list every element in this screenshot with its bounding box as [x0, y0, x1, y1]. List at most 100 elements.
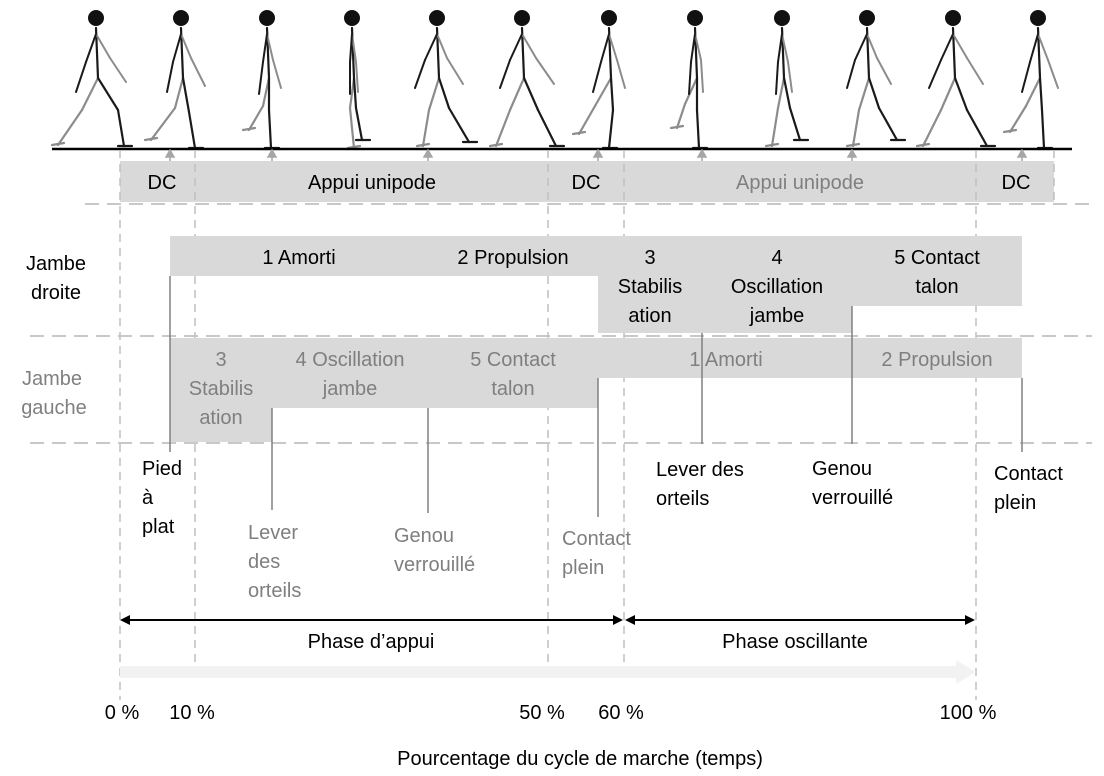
figure-leg: [421, 108, 431, 148]
figure-foot: [845, 142, 861, 148]
figure-foot: [415, 142, 431, 148]
figure-head: [774, 10, 790, 26]
figure-arm: [436, 33, 448, 59]
oscillante-arrow-right-head: [965, 615, 975, 625]
figure-arm: [781, 33, 789, 63]
pied-plat-label-2: à: [142, 487, 154, 509]
figure-arm: [876, 57, 892, 85]
right-oscillation-label-2: Oscillation: [731, 276, 823, 298]
genou-left-label-2: verrouillé: [394, 554, 475, 576]
figure-arm: [1037, 33, 1049, 61]
appui-box-2: [624, 161, 976, 202]
left-stabilisation-label-2: Stabilis: [189, 378, 253, 400]
figure-leg: [921, 108, 943, 148]
right-stabilisation-label-3: ation: [628, 305, 671, 327]
figure-leg: [965, 108, 989, 148]
figure-leg: [607, 108, 615, 150]
figure-arm: [700, 59, 704, 93]
lever-right-label-2: orteils: [656, 488, 709, 510]
figure-leg: [348, 106, 356, 150]
lever-right-label-1: Lever des: [656, 459, 744, 481]
left-leg-label-1: Jambe: [22, 368, 82, 390]
genou-left-label-1: Genou: [394, 525, 454, 547]
figure-leg: [1040, 108, 1046, 150]
figure-arm: [414, 59, 426, 89]
figure-leg: [522, 76, 540, 112]
right-stabilisation-label-2: Stabilis: [618, 276, 682, 298]
contact-left-label-1: Contact: [562, 528, 631, 550]
figure-arm: [349, 33, 353, 63]
figure-head: [173, 10, 189, 26]
figure-leg: [187, 110, 197, 150]
figure-foot: [669, 124, 685, 130]
tick-10: 10 %: [169, 702, 215, 724]
right-stabilisation-box: [598, 236, 702, 333]
right-oscillation-box: [702, 236, 852, 333]
figure-leg: [437, 76, 451, 110]
figure-leg: [776, 76, 786, 110]
appui-arrow-right-head: [613, 615, 623, 625]
figure-arm: [940, 33, 954, 61]
contact-right-label-1: Contact: [994, 463, 1063, 485]
figure-arm: [688, 61, 692, 95]
left-propulsion-label: 2 Propulsion: [881, 349, 992, 371]
axis-ticks: 0 % 10 % 50 % 60 % 100 %: [105, 702, 997, 724]
figure-arm: [424, 33, 438, 61]
contact-left-label-2: plein: [562, 557, 604, 579]
figure-leg: [877, 106, 899, 142]
figure-leg: [683, 76, 699, 106]
right-leg-row: Jambe droite 1 Amorti 2 Propulsion 3 Sta…: [26, 236, 1022, 333]
figure-foot: [488, 142, 504, 148]
left-oscillation-label-1: 4 Oscillation: [296, 349, 405, 371]
figure-leg: [1008, 104, 1028, 134]
figure-head: [88, 10, 104, 26]
figure-leg: [770, 106, 780, 148]
right-stabilisation-label-1: 3: [644, 247, 655, 269]
figure-arm: [95, 33, 111, 59]
oscillante-arrow-left-head: [625, 615, 635, 625]
right-leg-label-1: Jambe: [26, 253, 86, 275]
figure-leg: [867, 76, 881, 110]
right-amorti-label: 1 Amorti: [262, 247, 335, 269]
figure-leg: [181, 76, 191, 114]
left-oscillation-box: [272, 338, 428, 408]
figure-head: [687, 10, 703, 26]
event-labels: Pied à plat Lever des orteils Genou verr…: [142, 458, 1063, 602]
axis-title: Pourcentage du cycle de marche (temps): [397, 748, 763, 770]
figure-leg: [56, 108, 84, 147]
figure-arm: [1021, 61, 1031, 93]
dc-box-1: [120, 161, 195, 202]
left-contact-box: [428, 338, 598, 408]
appui-label-1: Appui unipode: [308, 172, 436, 194]
figure-leg: [1038, 76, 1044, 112]
left-leg-row: Jambe gauche 3 Stabilis ation 4 Oscillat…: [21, 338, 1022, 442]
figure-arm: [109, 57, 127, 83]
figure-arm: [166, 61, 174, 93]
figure-foot: [241, 126, 257, 132]
figure-arm: [190, 57, 206, 87]
figure-arm: [355, 61, 359, 93]
figure-arm: [85, 33, 97, 63]
right-contact-box: [852, 236, 1022, 306]
figure-arm: [258, 61, 264, 95]
figure-leg: [494, 108, 512, 148]
right-amorti-box: [170, 236, 428, 276]
tick-100: 100 %: [940, 702, 997, 724]
figure-leg: [508, 76, 526, 112]
figure-arm: [262, 33, 268, 63]
walking-figures: [50, 10, 1059, 150]
figure-leg: [352, 76, 358, 110]
dc-label-1: DC: [148, 172, 177, 194]
figure-head: [859, 10, 875, 26]
tick-0: 0 %: [105, 702, 140, 724]
figure-leg: [593, 76, 613, 108]
figure-leg: [675, 102, 687, 130]
figure-arm: [266, 33, 274, 61]
figure-arm: [694, 33, 702, 61]
tick-50: 50 %: [519, 702, 565, 724]
figure-arm: [608, 33, 618, 61]
right-oscillation-label-3: jambe: [749, 305, 804, 327]
row-separators: [30, 203, 1092, 444]
right-propulsion-label: 2 Propulsion: [457, 247, 568, 269]
